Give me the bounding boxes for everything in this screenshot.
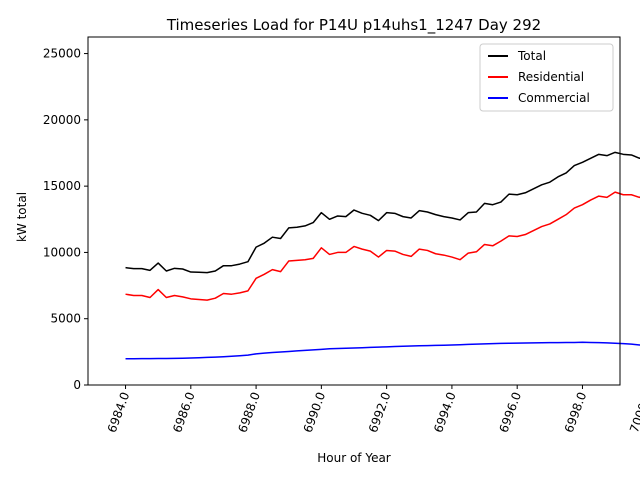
y-tick-label: 25000 [43, 47, 81, 61]
chart-title: Timeseries Load for P14U p14uhs1_1247 Da… [166, 16, 541, 35]
legend: Total Residential Commercial [479, 43, 614, 112]
x-tick-label: 6984.0 [105, 390, 133, 434]
x-tick-label: 6998.0 [562, 390, 590, 434]
x-tick-label: 6986.0 [170, 390, 198, 434]
plot-frame [87, 36, 621, 386]
x-tick-label: 7000.0 [627, 390, 640, 434]
legend-label-commercial: Commercial [518, 91, 590, 105]
y-tick-label: 5000 [50, 312, 81, 326]
x-tick-label: 6988.0 [235, 390, 263, 434]
plot-area [125, 151, 640, 360]
legend-label-total: Total [517, 49, 546, 63]
y-tick-label: 20000 [43, 113, 81, 127]
y-tick-label: 10000 [43, 245, 81, 259]
y-tick-label: 0 [73, 378, 81, 392]
x-tick-label: 6992.0 [366, 390, 394, 434]
series-line-commercial [125, 341, 640, 360]
legend-label-residential: Residential [518, 70, 584, 84]
series-line-total [125, 151, 640, 274]
y-tick-label: 15000 [43, 179, 81, 193]
x-tick-label: 6990.0 [301, 390, 329, 434]
series-line-residential [125, 191, 640, 301]
y-axis-label: kW total [15, 192, 29, 242]
x-tick-label: 6996.0 [496, 390, 524, 434]
x-axis-label: Hour of Year [317, 451, 391, 465]
x-tick-label: 6994.0 [431, 390, 459, 434]
legend-box [479, 43, 614, 112]
